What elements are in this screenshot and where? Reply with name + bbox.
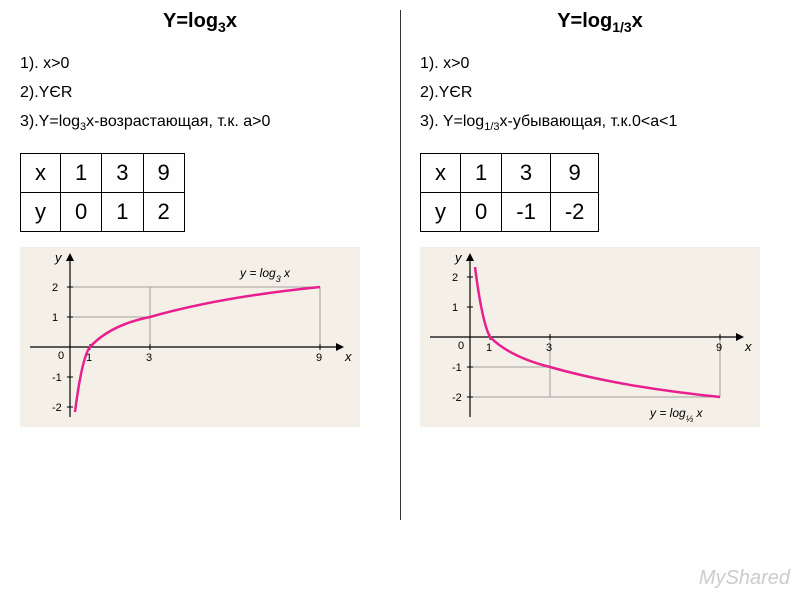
cell: 3 [502, 153, 551, 192]
right-column: Y=log1/3x 1). x>0 2).YЄR 3). Y=log1/3x-у… [400, 0, 800, 600]
svg-text:3: 3 [546, 342, 552, 354]
left-title: Y=log3x [20, 10, 380, 35]
title-text: Y=log [163, 10, 218, 32]
svg-text:1: 1 [452, 302, 458, 314]
svg-text:x: x [344, 349, 352, 364]
cell: 0 [461, 192, 502, 231]
table-row: y 0 -1 -2 [421, 192, 599, 231]
title-sub: 1/3 [612, 19, 631, 35]
svg-text:9: 9 [316, 352, 322, 364]
cell: x [21, 153, 61, 192]
cell: 3 [102, 153, 143, 192]
prop1: 1). x>0 [420, 50, 780, 79]
svg-text:2: 2 [52, 282, 58, 294]
svg-text:1: 1 [52, 312, 58, 324]
svg-text:9: 9 [716, 342, 722, 354]
prop2: 2).YЄR [20, 79, 380, 108]
svg-text:3: 3 [146, 352, 152, 364]
cell: 2 [143, 192, 184, 231]
svg-text:-1: -1 [52, 372, 62, 384]
title-text: Y=log [557, 10, 612, 32]
left-table: x 1 3 9 y 0 1 2 [20, 153, 185, 232]
table-row: x 1 3 9 [21, 153, 185, 192]
title-sub: 3 [218, 19, 226, 35]
cell: y [421, 192, 461, 231]
svg-text:2: 2 [452, 272, 458, 284]
prop3: 3).Y=log3x-возрастающая, т.к. a>0 [20, 108, 380, 138]
prop2: 2).YЄR [420, 79, 780, 108]
cell: -1 [502, 192, 551, 231]
svg-text:-2: -2 [52, 402, 62, 414]
svg-text:x: x [744, 339, 752, 354]
prop1: 1). x>0 [20, 50, 380, 79]
right-chart-svg: yx013921-1-2y = log⅓ x [420, 247, 760, 427]
svg-text:-2: -2 [452, 392, 462, 404]
cell: 9 [143, 153, 184, 192]
cell: 9 [550, 153, 599, 192]
cell: x [421, 153, 461, 192]
svg-text:0: 0 [458, 340, 464, 352]
svg-text:0: 0 [58, 350, 64, 362]
cell: 1 [461, 153, 502, 192]
table-row: y 0 1 2 [21, 192, 185, 231]
right-properties: 1). x>0 2).YЄR 3). Y=log1/3x-убывающая, … [420, 50, 780, 138]
left-chart-svg: yx013921-1-2y = log3 x [20, 247, 360, 427]
cell: -2 [550, 192, 599, 231]
cell: 0 [61, 192, 102, 231]
cell: y [21, 192, 61, 231]
prop3: 3). Y=log1/3x-убывающая, т.к.0<a<1 [420, 108, 780, 138]
table-row: x 1 3 9 [421, 153, 599, 192]
svg-text:1: 1 [486, 342, 492, 354]
right-title: Y=log1/3x [420, 10, 780, 35]
cell: 1 [102, 192, 143, 231]
title-after: x [632, 10, 643, 32]
svg-text:-1: -1 [452, 362, 462, 374]
title-after: x [226, 10, 237, 32]
cell: 1 [61, 153, 102, 192]
left-graph: yx013921-1-2y = log3 x [20, 247, 360, 427]
left-column: Y=log3x 1). x>0 2).YЄR 3).Y=log3x-возрас… [0, 0, 400, 600]
left-properties: 1). x>0 2).YЄR 3).Y=log3x-возрастающая, … [20, 50, 380, 138]
right-table: x 1 3 9 y 0 -1 -2 [420, 153, 599, 232]
right-graph: yx013921-1-2y = log⅓ x [420, 247, 760, 427]
